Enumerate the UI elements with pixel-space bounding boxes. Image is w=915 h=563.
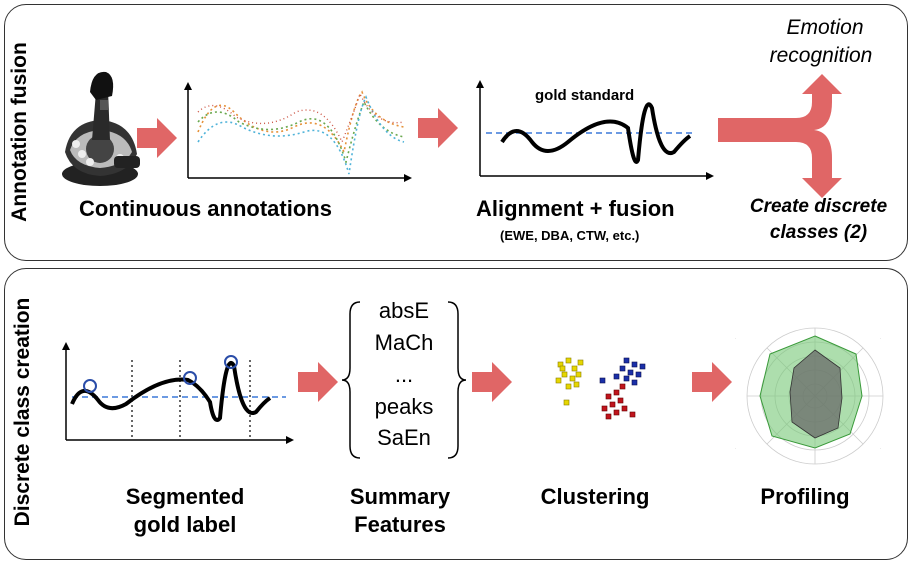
arrow-right-icon (137, 118, 177, 158)
alignment-methods-label: (EWE, DBA, CTW, etc.) (500, 228, 640, 243)
emotion-recognition-line1: Emotion (786, 16, 864, 39)
right-brace-icon (447, 301, 467, 459)
scatter-clusters-icon (555, 357, 646, 420)
create-discrete-line2: classes (2) (769, 222, 868, 243)
feature-ellipsis: ... (394, 362, 414, 387)
summary-line2: Features (354, 512, 446, 537)
discrete-class-side-label: Discrete class creation (11, 297, 34, 527)
feature-mach: MaCh (374, 330, 434, 355)
arrow-right-icon (692, 362, 732, 402)
arrow-right-icon (418, 108, 458, 148)
arrow-right-icon (298, 362, 338, 402)
svg-text:·: · (735, 447, 736, 451)
arrow-right-icon (472, 362, 512, 402)
emotion-recognition-line2: recognition (769, 44, 873, 67)
summary-line1: Summary (349, 484, 451, 509)
svg-text:·: · (880, 447, 881, 451)
fork-arrow-icon (718, 74, 842, 198)
create-discrete-line1: Create discrete (749, 196, 888, 217)
gold-standard-plot (476, 80, 714, 180)
discrete-class-panel (4, 268, 908, 560)
feature-saen: SaEn (377, 425, 431, 450)
continuous-annotations-plot (184, 82, 412, 182)
feature-abse: absE (378, 298, 430, 323)
left-brace-icon (341, 301, 361, 459)
svg-text:·: · (735, 337, 736, 341)
segmented-gold-plot (62, 342, 294, 444)
segmented-line2: gold label (133, 512, 237, 537)
continuous-annotations-label: Continuous annotations (79, 196, 332, 221)
clustering-label: Clustering (540, 484, 650, 509)
profiling-label: Profiling (760, 484, 850, 509)
feature-peaks: peaks (374, 394, 434, 419)
alignment-fusion-label: Alignment + fusion (476, 196, 675, 221)
svg-text:·: · (880, 337, 881, 341)
segmented-line1: Segmented (125, 484, 245, 509)
radar-chart-icon: · · · · (735, 327, 884, 465)
annotation-fusion-side-label: Annotation fusion (8, 42, 31, 222)
gold-standard-label: gold standard (535, 87, 635, 104)
joystick-icon (62, 71, 140, 186)
